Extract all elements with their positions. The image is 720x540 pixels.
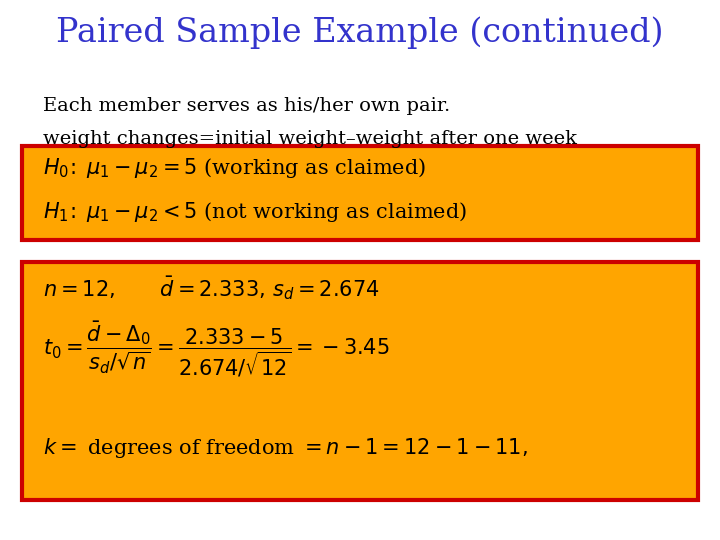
Text: $t_0 = \dfrac{\bar{d} - \Delta_0}{s_d/\sqrt{n}} = \dfrac{2.333 - 5}{2.674/\sqrt{: $t_0 = \dfrac{\bar{d} - \Delta_0}{s_d/\s… [43,320,390,379]
Text: weight changes=initial weight–weight after one week: weight changes=initial weight–weight aft… [43,130,577,147]
Text: $H_0\!:\;  \mu_1 - \mu_2 = 5$ (working as claimed): $H_0\!:\; \mu_1 - \mu_2 = 5$ (working as… [43,156,426,179]
Text: $H_1\!:\;  \mu_1 - \mu_2 < 5$ (not working as claimed): $H_1\!:\; \mu_1 - \mu_2 < 5$ (not workin… [43,200,467,224]
Text: Paired Sample Example (continued): Paired Sample Example (continued) [56,16,664,49]
Text: $n = 12, \quad\quad \bar{d} = 2.333,\, s_d = 2.674$: $n = 12, \quad\quad \bar{d} = 2.333,\, s… [43,274,379,302]
FancyBboxPatch shape [22,262,698,500]
Text: $k =$ degrees of freedom $= n - 1 = 12 - 1 - 11,$: $k =$ degrees of freedom $= n - 1 = 12 -… [43,436,528,460]
FancyBboxPatch shape [22,146,698,240]
Text: Each member serves as his/her own pair.: Each member serves as his/her own pair. [43,97,451,115]
